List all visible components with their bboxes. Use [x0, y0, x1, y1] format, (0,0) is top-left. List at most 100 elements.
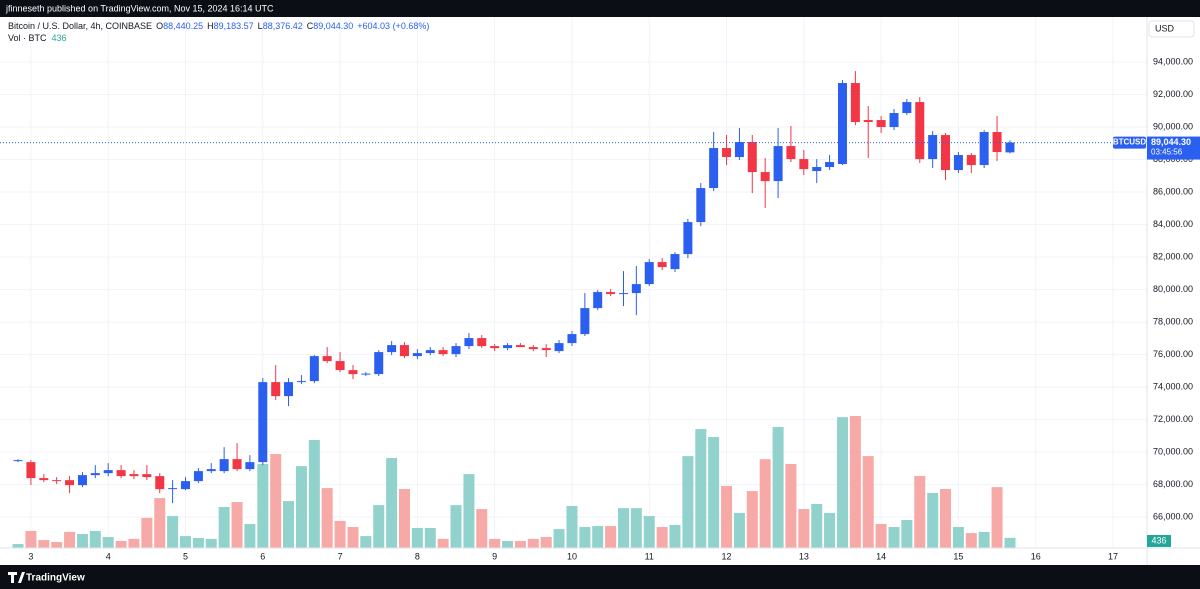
- volume-bar: [759, 459, 771, 548]
- volume-bar: [695, 429, 707, 548]
- volume-bar: [424, 527, 436, 548]
- y-tick-label: 68,000.00: [1153, 479, 1193, 489]
- candle-body: [438, 350, 448, 355]
- volume-bar: [514, 541, 526, 548]
- candle-body: [825, 162, 835, 168]
- candle-body: [168, 488, 178, 490]
- volume-bar: [192, 537, 204, 548]
- currency-label[interactable]: USD: [1155, 23, 1175, 33]
- legend-title: Bitcoin / U.S. Dollar, 4h, COINBASE: [8, 21, 152, 31]
- x-tick-label: 8: [415, 551, 420, 561]
- volume-bar: [141, 517, 153, 548]
- volume-bar: [888, 527, 900, 548]
- candle-body: [979, 132, 989, 166]
- candle-body: [90, 473, 100, 476]
- volume-bar: [553, 529, 565, 548]
- legend-volume-title: Vol · BTC: [8, 33, 47, 43]
- x-tick-label: 13: [799, 551, 809, 561]
- legend-change: +604.03 (+0.68%): [357, 21, 429, 31]
- candle-body: [52, 480, 62, 482]
- candle-body: [657, 262, 667, 268]
- volume-bar: [811, 503, 823, 548]
- symbol-tag: [1113, 136, 1146, 149]
- footer-bar: [0, 565, 1200, 589]
- candle-body: [477, 338, 487, 347]
- volume-bar: [476, 509, 488, 548]
- x-tick-label: 7: [338, 551, 343, 561]
- volume-bar: [411, 527, 423, 548]
- x-tick-label: 10: [567, 551, 577, 561]
- volume-bar: [605, 526, 617, 548]
- candle-body: [180, 481, 190, 490]
- volume-bar: [656, 527, 668, 548]
- candle-body: [387, 345, 397, 353]
- candle-body: [77, 475, 87, 486]
- candle-body: [902, 102, 912, 114]
- volume-bar: [76, 534, 88, 548]
- currency-button[interactable]: [1148, 20, 1195, 38]
- price-tag-label: 89,044.30: [1151, 137, 1191, 147]
- volume-bar: [952, 527, 964, 548]
- volume-bar: [450, 505, 462, 548]
- legend-volume-value: 436: [52, 33, 67, 43]
- volume-bar: [592, 526, 604, 548]
- legend-key: L: [258, 21, 263, 31]
- volume-bar: [334, 520, 346, 548]
- volume-bar: [721, 485, 733, 548]
- volume-bar: [630, 508, 642, 548]
- volume-bar: [154, 498, 166, 548]
- candle-body: [953, 155, 963, 171]
- price-tag: [1147, 136, 1200, 160]
- header-bar: [0, 0, 1200, 17]
- candle-body: [515, 345, 525, 348]
- volume-bar: [12, 544, 24, 548]
- candle-body: [799, 159, 809, 170]
- y-tick-label: 76,000.00: [1153, 349, 1193, 359]
- y-tick-label: 70,000.00: [1153, 446, 1193, 456]
- volume-bar: [38, 540, 50, 548]
- candle-body: [284, 382, 294, 397]
- x-tick-label: 5: [183, 551, 188, 561]
- candle-body: [786, 146, 796, 160]
- volume-bar: [862, 456, 874, 548]
- legend-value: 89,183.57: [214, 21, 254, 31]
- volume-bar: [463, 474, 475, 548]
- y-tick-label: 80,000.00: [1153, 284, 1193, 294]
- candle-body: [773, 146, 783, 182]
- candle-body: [348, 370, 358, 375]
- volume-bar: [128, 538, 140, 548]
- x-tick-label: 4: [106, 551, 111, 561]
- volume-pane: [12, 416, 1016, 548]
- candle-body: [451, 346, 461, 355]
- x-tick-label: 3: [28, 551, 33, 561]
- volume-bar: [231, 502, 243, 548]
- volume-bar: [360, 536, 372, 548]
- candle-body: [554, 343, 564, 352]
- volume-bar: [824, 513, 836, 548]
- candle-body: [966, 155, 976, 166]
- volume-bar: [115, 541, 127, 548]
- candle-body: [747, 142, 757, 173]
- volume-bar: [836, 417, 848, 548]
- candle-body: [65, 480, 75, 486]
- brand-name: TradingView: [26, 573, 85, 584]
- candle-body: [219, 459, 229, 472]
- candle-body: [271, 382, 281, 397]
- volume-bar: [179, 536, 191, 548]
- volume-bar: [798, 509, 810, 548]
- volume-bar: [295, 466, 307, 548]
- volume-bar: [733, 513, 745, 548]
- volume-tag-label: 436: [1151, 535, 1166, 545]
- candle-body: [309, 356, 319, 382]
- candle-body: [296, 381, 306, 383]
- legend-key: O: [156, 21, 163, 31]
- candle-body: [425, 350, 435, 354]
- candle-body: [683, 222, 693, 255]
- x-tick-label: 6: [260, 551, 265, 561]
- grid: [0, 17, 1147, 548]
- candle-body: [619, 293, 629, 295]
- candle-body: [709, 148, 719, 189]
- legend-value: 88,440.25: [163, 21, 203, 31]
- y-tick-label: 72,000.00: [1153, 414, 1193, 424]
